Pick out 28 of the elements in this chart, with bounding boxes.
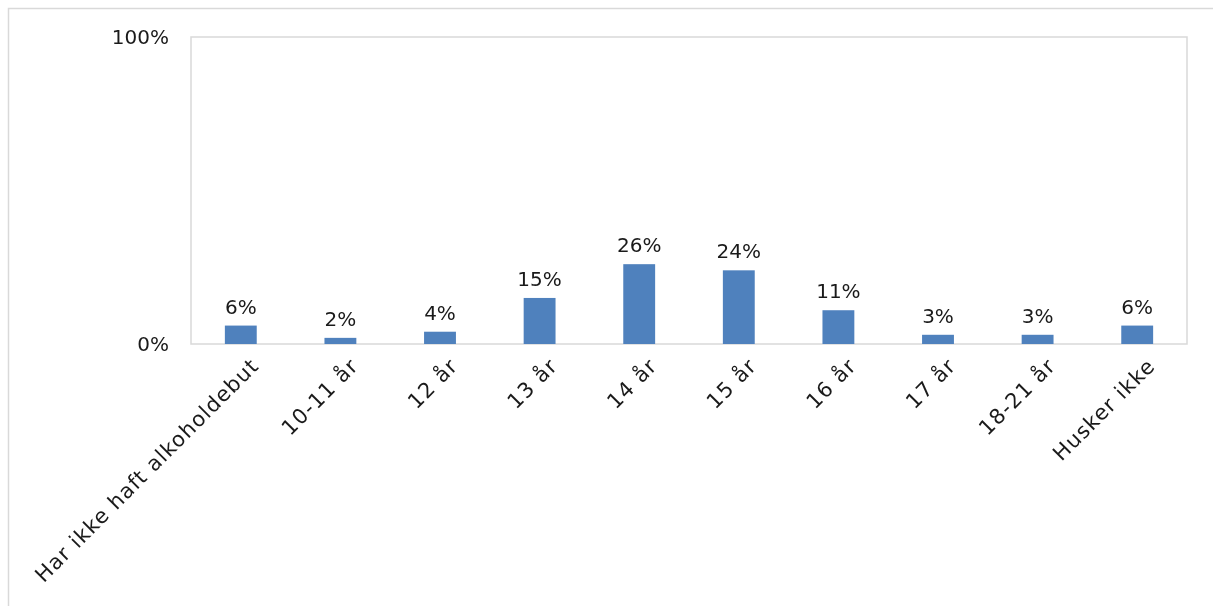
bar	[1121, 325, 1154, 344]
x-tick-label: 14 år	[601, 353, 662, 414]
x-tick-label: 13 år	[501, 353, 563, 414]
x-tick-label: 12 år	[402, 353, 463, 414]
bar	[424, 331, 456, 344]
data-label: 26%	[616, 233, 662, 258]
bar	[722, 270, 755, 344]
data-label: 3%	[922, 303, 954, 328]
data-label: 4%	[424, 300, 456, 325]
x-tick-label: 16 år	[800, 353, 862, 414]
data-label: 11%	[816, 279, 861, 304]
bar	[922, 334, 954, 344]
data-label: 6%	[224, 294, 257, 319]
x-tick-label: 15 år	[701, 353, 762, 414]
bar	[623, 264, 656, 344]
bar	[523, 297, 556, 344]
data-label: 24%	[716, 239, 762, 264]
x-tick-label: 17 år	[900, 353, 961, 414]
data-label: 3%	[1021, 303, 1054, 328]
data-label: 6%	[1121, 294, 1154, 319]
bar	[324, 337, 357, 344]
bar	[1021, 334, 1054, 344]
data-label: 2%	[324, 306, 357, 331]
bar	[822, 310, 855, 344]
data-label: 15%	[517, 266, 562, 291]
y-tick-label: 0%	[137, 331, 169, 356]
y-tick-label: 100%	[111, 24, 169, 49]
bar	[224, 325, 257, 344]
